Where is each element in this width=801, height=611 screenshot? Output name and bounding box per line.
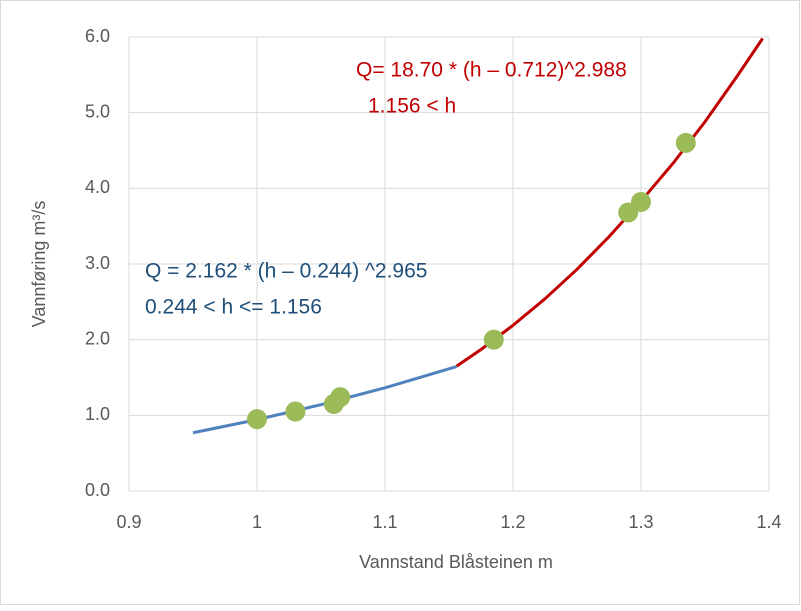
- annotation: 1.156 < h: [368, 95, 456, 118]
- x-tick-label: 1.1: [372, 512, 397, 532]
- x-axis-title: Vannstand Blåsteinen m: [359, 552, 553, 572]
- x-tick-label: 1: [252, 512, 262, 532]
- y-axis-title: Vannføring m³/s: [29, 201, 49, 328]
- y-tick-label: 4.0: [85, 177, 110, 197]
- x-tick-label: 1.4: [756, 512, 781, 532]
- annotation: Q= 18.70 * (h – 0.712)^2.988: [356, 59, 627, 82]
- y-tick-label: 2.0: [85, 328, 110, 348]
- data-point: [285, 401, 306, 422]
- x-tick-label: 1.2: [500, 512, 525, 532]
- y-tick-label: 6.0: [85, 26, 110, 46]
- data-point: [483, 329, 504, 350]
- data-point: [631, 191, 651, 212]
- fit-curve: [192, 365, 458, 435]
- data-point: [330, 387, 351, 408]
- y-tick-label: 1.0: [85, 404, 110, 424]
- x-tick-label: 1.3: [628, 512, 653, 532]
- data-point: [247, 409, 267, 430]
- y-tick-label: 5.0: [85, 101, 110, 121]
- annotation: 0.244 < h <= 1.156: [145, 296, 322, 319]
- annotation: Q = 2.162 * (h – 0.244) ^2.965: [145, 260, 427, 283]
- y-tick-label: 0.0: [85, 480, 110, 500]
- y-tick-label: 3.0: [85, 253, 110, 273]
- fit-curve: [455, 37, 764, 368]
- x-tick-label: 0.9: [116, 512, 141, 532]
- data-point: [675, 132, 696, 153]
